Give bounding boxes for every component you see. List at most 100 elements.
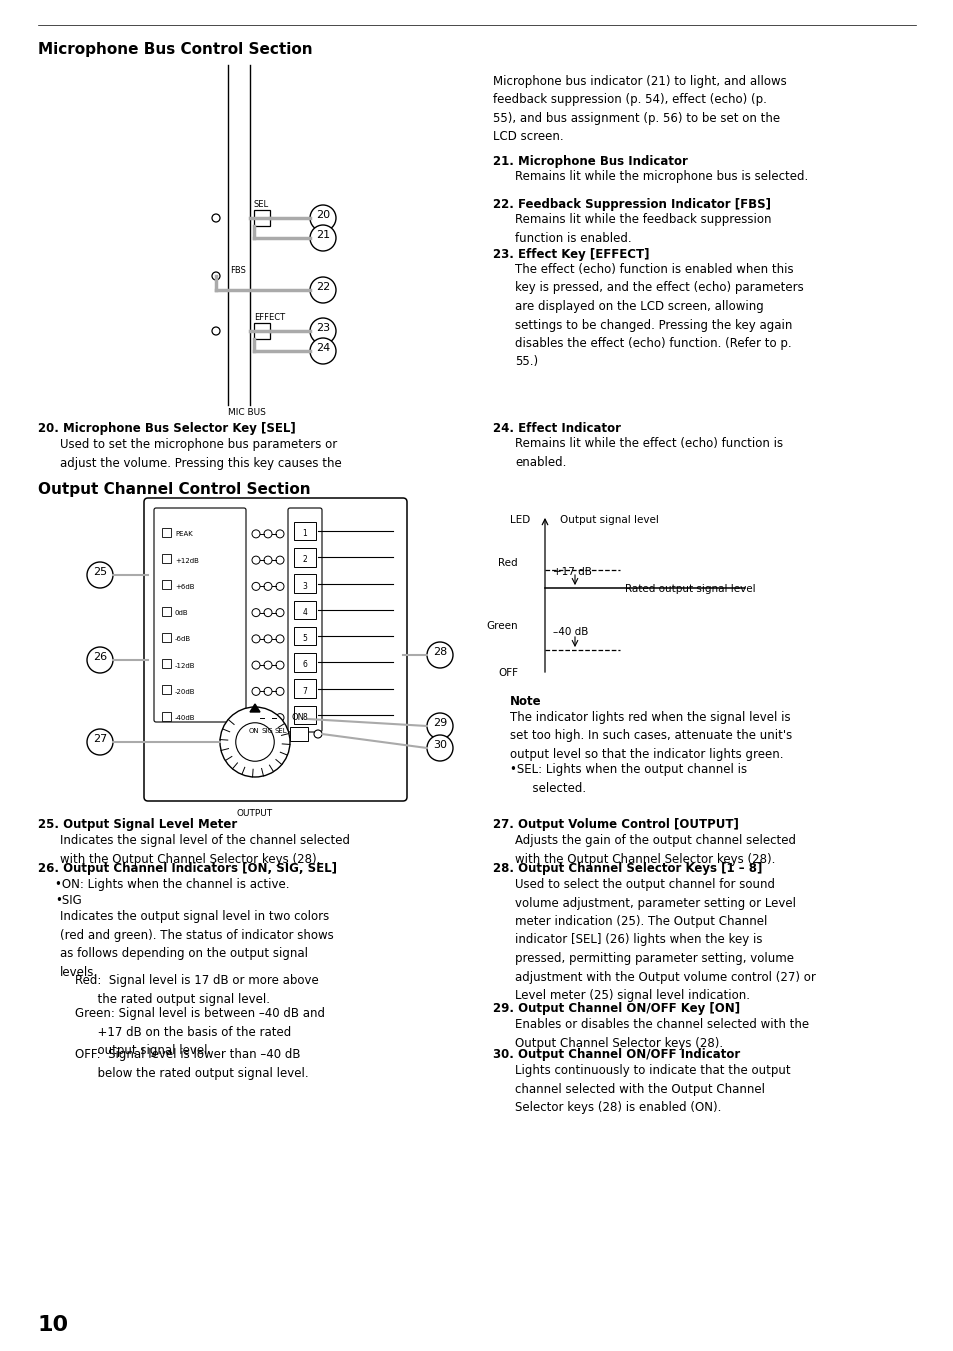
Polygon shape xyxy=(250,704,260,712)
Text: 27. Output Volume Control [OUTPUT]: 27. Output Volume Control [OUTPUT] xyxy=(493,817,739,831)
Text: -6dB: -6dB xyxy=(174,636,191,642)
Circle shape xyxy=(275,582,284,590)
Text: Enables or disables the channel selected with the
Output Channel Selector keys (: Enables or disables the channel selected… xyxy=(515,1019,808,1050)
Text: 29. Output Channel ON/OFF Key [ON]: 29. Output Channel ON/OFF Key [ON] xyxy=(493,1002,740,1015)
Text: +17 dB: +17 dB xyxy=(553,567,591,577)
Text: 7: 7 xyxy=(302,686,307,696)
Text: 21. Microphone Bus Indicator: 21. Microphone Bus Indicator xyxy=(493,155,687,168)
Text: Lights continuously to indicate that the output
channel selected with the Output: Lights continuously to indicate that the… xyxy=(515,1065,790,1115)
Bar xyxy=(162,659,171,669)
Text: Note: Note xyxy=(510,694,541,708)
Text: EFFECT: EFFECT xyxy=(253,313,285,322)
Text: 10: 10 xyxy=(38,1315,69,1335)
Circle shape xyxy=(310,317,335,345)
Circle shape xyxy=(264,713,272,721)
Circle shape xyxy=(264,661,272,669)
Text: SEL: SEL xyxy=(253,200,269,209)
Bar xyxy=(253,209,270,226)
Circle shape xyxy=(212,327,220,335)
Text: -20dB: -20dB xyxy=(174,689,195,694)
Text: ON: ON xyxy=(249,728,259,734)
Text: +6dB: +6dB xyxy=(174,584,194,590)
Circle shape xyxy=(427,642,453,667)
Text: 4: 4 xyxy=(302,608,307,617)
Text: PEAK: PEAK xyxy=(174,531,193,538)
Text: Microphone Bus Control Section: Microphone Bus Control Section xyxy=(38,42,313,57)
Bar xyxy=(294,627,315,646)
Circle shape xyxy=(275,530,284,538)
Bar xyxy=(162,554,171,563)
Text: Remains lit while the effect (echo) function is
enabled.: Remains lit while the effect (echo) func… xyxy=(515,436,782,469)
Bar xyxy=(253,323,270,339)
Bar xyxy=(294,705,315,724)
Text: 22. Feedback Suppression Indicator [FBS]: 22. Feedback Suppression Indicator [FBS] xyxy=(493,199,770,211)
Circle shape xyxy=(275,635,284,643)
Circle shape xyxy=(275,713,284,721)
FancyBboxPatch shape xyxy=(153,508,246,721)
FancyBboxPatch shape xyxy=(144,499,407,801)
Text: LED: LED xyxy=(510,515,530,526)
Circle shape xyxy=(87,562,112,588)
Text: 24. Effect Indicator: 24. Effect Indicator xyxy=(493,422,620,435)
Circle shape xyxy=(427,735,453,761)
Circle shape xyxy=(310,205,335,231)
Text: Remains lit while the feedback suppression
function is enabled.: Remains lit while the feedback suppressi… xyxy=(515,213,771,245)
Circle shape xyxy=(264,582,272,590)
Text: Indicates the output signal level in two colors
(red and green). The status of i: Indicates the output signal level in two… xyxy=(60,911,334,978)
Text: OFF:  Signal level is lower than –40 dB
      below the rated output signal leve: OFF: Signal level is lower than –40 dB b… xyxy=(75,1048,309,1079)
Text: 0dB: 0dB xyxy=(174,611,189,616)
Text: 27: 27 xyxy=(92,734,107,744)
Text: 26. Output Channel Indicators [ON, SIG, SEL]: 26. Output Channel Indicators [ON, SIG, … xyxy=(38,862,336,875)
Text: 2: 2 xyxy=(302,555,307,565)
Text: 24: 24 xyxy=(315,343,330,353)
Text: -12dB: -12dB xyxy=(174,662,195,669)
Text: 25. Output Signal Level Meter: 25. Output Signal Level Meter xyxy=(38,817,237,831)
Text: 6: 6 xyxy=(302,661,307,669)
Circle shape xyxy=(252,688,260,696)
Circle shape xyxy=(252,530,260,538)
Text: •SIG: •SIG xyxy=(55,894,82,907)
Text: 29: 29 xyxy=(433,717,447,728)
Bar xyxy=(294,574,315,593)
Text: SIG: SIG xyxy=(262,728,274,734)
Text: The effect (echo) function is enabled when this
key is pressed, and the effect (: The effect (echo) function is enabled wh… xyxy=(515,263,803,369)
Bar xyxy=(162,607,171,616)
Circle shape xyxy=(310,338,335,363)
Circle shape xyxy=(252,557,260,565)
Circle shape xyxy=(235,723,274,761)
Text: 28: 28 xyxy=(433,647,447,657)
Circle shape xyxy=(264,635,272,643)
Circle shape xyxy=(275,557,284,565)
Bar xyxy=(162,632,171,642)
Text: Adjusts the gain of the output channel selected
with the Output Channel Selector: Adjusts the gain of the output channel s… xyxy=(515,834,795,866)
Circle shape xyxy=(264,530,272,538)
Circle shape xyxy=(314,730,322,738)
Circle shape xyxy=(252,713,260,721)
Text: 25: 25 xyxy=(92,567,107,577)
Circle shape xyxy=(252,608,260,616)
Text: Green: Signal level is between –40 dB and
      +17 dB on the basis of the rated: Green: Signal level is between –40 dB an… xyxy=(75,1006,325,1056)
Text: Rated output signal level: Rated output signal level xyxy=(624,584,755,594)
Circle shape xyxy=(275,608,284,616)
Text: 30: 30 xyxy=(433,740,447,750)
Text: +12dB: +12dB xyxy=(174,558,198,563)
Text: 20: 20 xyxy=(315,209,330,220)
Text: 3: 3 xyxy=(302,582,307,590)
Text: OUTPUT: OUTPUT xyxy=(236,809,273,817)
Circle shape xyxy=(310,226,335,251)
Text: 30. Output Channel ON/OFF Indicator: 30. Output Channel ON/OFF Indicator xyxy=(493,1048,740,1061)
Bar xyxy=(294,549,315,566)
Text: Output signal level: Output signal level xyxy=(559,515,659,526)
Circle shape xyxy=(264,557,272,565)
Circle shape xyxy=(212,272,220,280)
Text: –40 dB: –40 dB xyxy=(553,627,588,638)
Circle shape xyxy=(264,688,272,696)
Bar xyxy=(294,653,315,671)
Text: 22: 22 xyxy=(315,282,330,292)
Text: Remains lit while the microphone bus is selected.: Remains lit while the microphone bus is … xyxy=(515,170,807,182)
Text: 1: 1 xyxy=(302,530,307,538)
Circle shape xyxy=(310,277,335,303)
Text: ON: ON xyxy=(292,713,305,721)
Text: Used to select the output channel for sound
volume adjustment, parameter setting: Used to select the output channel for so… xyxy=(515,878,815,1002)
Text: •SEL: Lights when the output channel is
      selected.: •SEL: Lights when the output channel is … xyxy=(510,763,746,794)
